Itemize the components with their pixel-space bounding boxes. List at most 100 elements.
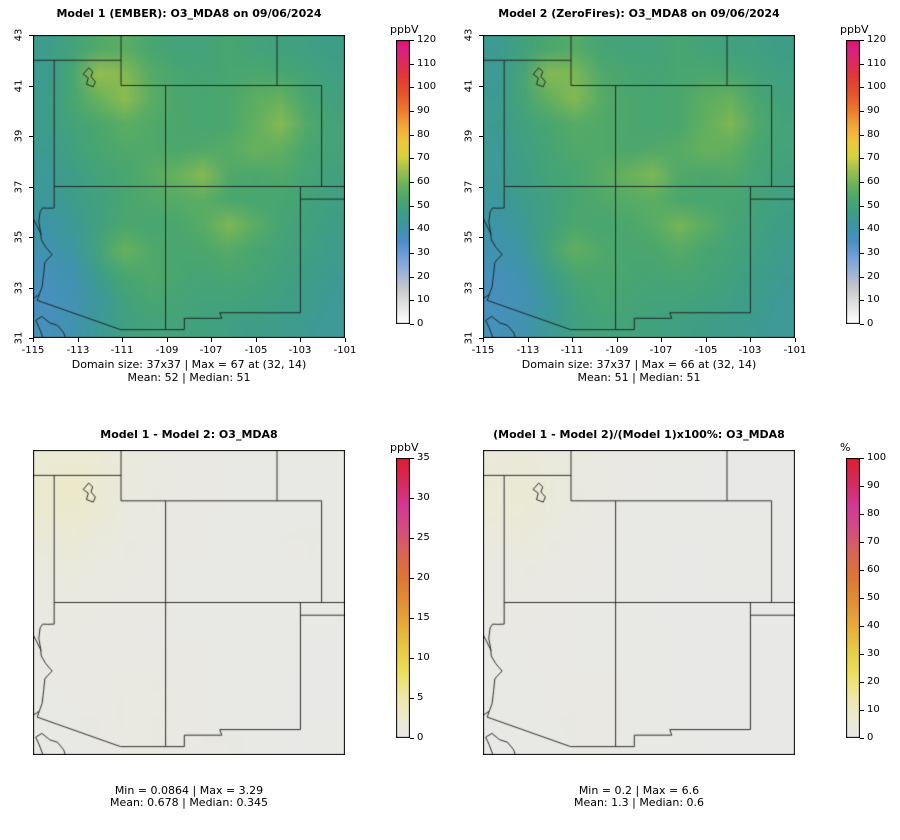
colorbar-tick-label: 0 xyxy=(867,318,874,329)
x-axis-tick xyxy=(78,338,79,342)
x-axis-tick xyxy=(483,338,484,342)
panel1-heatmap xyxy=(33,35,345,338)
colorbar-tick xyxy=(860,300,864,301)
panel1-caption-line1: Domain size: 37x37 | Max = 67 at (32, 14… xyxy=(71,358,307,371)
colorbar-tick xyxy=(410,182,414,183)
y-axis-tick-label: 33 xyxy=(463,281,475,295)
y-axis-tick xyxy=(29,288,33,289)
colorbar-tick-label: 35 xyxy=(417,452,430,463)
y-axis-tick xyxy=(479,187,483,188)
x-axis-tick xyxy=(750,338,751,342)
colorbar-tick-label: 0 xyxy=(417,318,424,329)
colorbar-tick-label: 80 xyxy=(867,129,880,140)
x-axis-tick-label: -115 xyxy=(471,345,495,356)
y-axis-tick xyxy=(479,86,483,87)
colorbar-tick-label: 20 xyxy=(867,271,880,282)
colorbar-tick-label: 15 xyxy=(417,612,430,623)
y-axis-tick-label: 41 xyxy=(13,79,25,93)
colorbar-tick xyxy=(410,698,414,699)
colorbar-tick-label: 70 xyxy=(417,152,430,163)
colorbar-tick-label: 60 xyxy=(417,176,430,187)
panel1-caption-line2: Mean: 52 | Median: 51 xyxy=(127,371,251,384)
colorbar-tick-label: 20 xyxy=(417,271,430,282)
colorbar-tick-label: 100 xyxy=(417,81,437,92)
colorbar-tick-label: 40 xyxy=(417,223,430,234)
colorbar-tick xyxy=(860,598,864,599)
colorbar-tick xyxy=(410,40,414,41)
panel3-title: Model 1 - Model 2: O3_MDA8 xyxy=(100,428,278,441)
panel2-colorbar-unit-label: ppbV xyxy=(840,23,869,36)
y-axis-tick xyxy=(479,237,483,238)
colorbar-tick-label: 40 xyxy=(867,223,880,234)
colorbar-tick xyxy=(410,158,414,159)
x-axis-tick-label: -113 xyxy=(66,345,90,356)
colorbar-tick-label: 30 xyxy=(867,247,880,258)
x-axis-tick-label: -109 xyxy=(605,345,629,356)
colorbar-tick xyxy=(860,514,864,515)
x-axis-tick-label: -101 xyxy=(783,345,807,356)
colorbar-tick xyxy=(410,458,414,459)
panel4-title: (Model 1 - Model 2)/(Model 1)x100%: O3_M… xyxy=(493,428,785,441)
y-axis-tick-label: 41 xyxy=(463,79,475,93)
colorbar-tick-label: 50 xyxy=(867,592,880,603)
colorbar-tick xyxy=(860,229,864,230)
y-axis-tick-label: 31 xyxy=(13,331,25,345)
y-axis-tick-label: 43 xyxy=(13,28,25,42)
x-axis-tick xyxy=(345,338,346,342)
colorbar-tick xyxy=(410,498,414,499)
panel2-title: Model 2 (ZeroFires): O3_MDA8 on 09/06/20… xyxy=(498,7,780,20)
panel1-colorbar xyxy=(396,40,410,324)
colorbar-tick-label: 10 xyxy=(417,652,430,663)
colorbar-tick-label: 80 xyxy=(417,129,430,140)
colorbar-tick xyxy=(860,40,864,41)
x-axis-tick xyxy=(617,338,618,342)
panel1-title: Model 1 (EMBER): O3_MDA8 on 09/06/2024 xyxy=(56,7,322,20)
colorbar-tick xyxy=(860,542,864,543)
colorbar-tick-label: 5 xyxy=(417,692,424,703)
colorbar-tick-label: 90 xyxy=(867,480,880,491)
colorbar-tick-label: 110 xyxy=(867,58,887,69)
y-axis-tick-label: 35 xyxy=(13,230,25,244)
x-axis-tick xyxy=(706,338,707,342)
x-axis-tick-label: -107 xyxy=(199,345,223,356)
colorbar-tick-label: 25 xyxy=(417,532,430,543)
y-axis-tick xyxy=(29,237,33,238)
colorbar-tick-label: 10 xyxy=(867,704,880,715)
panel1-colorbar-unit-label: ppbV xyxy=(390,23,419,36)
colorbar-tick xyxy=(410,277,414,278)
colorbar-tick-label: 20 xyxy=(867,676,880,687)
x-axis-tick-label: -111 xyxy=(110,345,134,356)
panel2-caption-line2: Mean: 51 | Median: 51 xyxy=(577,371,701,384)
y-axis-tick xyxy=(479,288,483,289)
y-axis-tick-label: 37 xyxy=(13,180,25,194)
colorbar-tick xyxy=(410,578,414,579)
panel4-caption-line2: Mean: 1.3 | Median: 0.6 xyxy=(573,796,705,809)
colorbar-tick-label: 60 xyxy=(867,176,880,187)
colorbar-tick-label: 50 xyxy=(417,200,430,211)
colorbar-tick-label: 20 xyxy=(417,572,430,583)
colorbar-tick-label: 70 xyxy=(867,152,880,163)
colorbar-tick-label: 0 xyxy=(417,732,424,743)
colorbar-tick xyxy=(860,458,864,459)
colorbar-tick xyxy=(410,300,414,301)
panel3-heatmap xyxy=(33,450,345,755)
x-axis-tick-label: -105 xyxy=(694,345,718,356)
colorbar-tick xyxy=(410,658,414,659)
x-axis-tick-label: -115 xyxy=(21,345,45,356)
y-axis-tick-label: 33 xyxy=(13,281,25,295)
y-axis-tick xyxy=(29,187,33,188)
colorbar-tick-label: 40 xyxy=(867,620,880,631)
x-axis-tick xyxy=(795,338,796,342)
x-axis-tick-label: -111 xyxy=(560,345,584,356)
colorbar-tick-label: 120 xyxy=(867,34,887,45)
colorbar-tick xyxy=(410,206,414,207)
colorbar-tick xyxy=(410,324,414,325)
colorbar-tick xyxy=(860,64,864,65)
colorbar-tick xyxy=(860,570,864,571)
panel2-colorbar xyxy=(846,40,860,324)
colorbar-tick xyxy=(860,182,864,183)
colorbar-tick-label: 60 xyxy=(867,564,880,575)
colorbar-tick xyxy=(860,682,864,683)
x-axis-tick-label: -103 xyxy=(738,345,762,356)
